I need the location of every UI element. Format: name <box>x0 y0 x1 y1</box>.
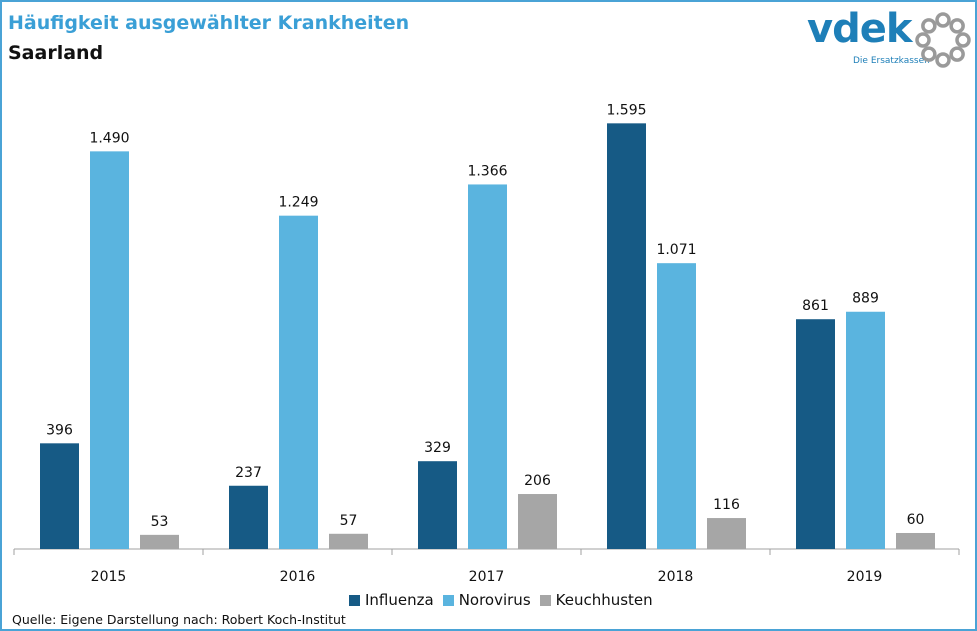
data-label: 116 <box>713 497 740 513</box>
bar-norovirus-2015 <box>90 151 129 549</box>
data-label: 1.249 <box>278 195 318 211</box>
chart-subtitle: Saarland <box>8 42 104 64</box>
logo-wordmark: vdek <box>807 6 912 52</box>
logo-tagline: Die Ersatzkassen <box>853 56 930 66</box>
bar-keuchhusten-2017 <box>518 494 557 549</box>
bar-keuchhusten-2016 <box>329 533 368 549</box>
data-label: 206 <box>524 473 551 489</box>
bar-keuchhusten-2018 <box>707 518 746 549</box>
legend: Influenza Norovirus Keuchhusten <box>349 591 662 609</box>
x-tick-label: 2019 <box>847 569 883 585</box>
data-label: 237 <box>235 465 262 481</box>
vdek-logo: vdek Die Ersatzkassen <box>807 6 972 70</box>
legend-label: Norovirus <box>458 591 531 609</box>
bar-influenza-2018 <box>607 123 646 549</box>
logo-ring-dot <box>921 18 937 34</box>
source-note: Quelle: Eigene Darstellung nach: Robert … <box>12 612 346 627</box>
data-label: 1.595 <box>606 102 646 118</box>
logo-ring-dot <box>935 12 951 28</box>
bar-influenza-2016 <box>229 485 268 549</box>
legend-item-keuchhusten: Keuchhusten <box>539 591 653 609</box>
bar-norovirus-2019 <box>846 311 885 549</box>
data-label: 889 <box>852 291 879 307</box>
data-label: 1.490 <box>89 130 129 146</box>
logo-ring-dot <box>949 46 965 62</box>
data-label: 861 <box>802 298 829 314</box>
legend-swatch <box>442 594 454 606</box>
logo-ring-dot <box>915 32 931 48</box>
bar-keuchhusten-2019 <box>896 532 935 549</box>
bar-norovirus-2016 <box>279 215 318 549</box>
legend-swatch <box>539 594 551 606</box>
bar-keuchhusten-2015 <box>140 534 179 549</box>
x-tick-label: 2017 <box>469 569 505 585</box>
logo-ring-dot <box>921 46 937 62</box>
logo-ring-icon <box>915 12 971 68</box>
data-label: 1.071 <box>656 242 696 258</box>
legend-label: Influenza <box>365 591 434 609</box>
x-tick-label: 2018 <box>658 569 694 585</box>
bar-influenza-2015 <box>40 443 79 549</box>
data-label: 1.366 <box>467 163 507 179</box>
data-label: 60 <box>907 512 925 528</box>
bar-norovirus-2018 <box>657 263 696 549</box>
logo-ring-dot <box>955 32 971 48</box>
bar-influenza-2019 <box>796 319 835 549</box>
logo-ring-dot <box>935 52 951 68</box>
legend-item-influenza: Influenza <box>349 591 434 609</box>
legend-item-norovirus: Norovirus <box>442 591 531 609</box>
logo-ring-dot <box>949 18 965 34</box>
data-label: 57 <box>340 513 358 529</box>
data-label: 396 <box>46 422 73 438</box>
bar-norovirus-2017 <box>468 184 507 550</box>
data-label: 329 <box>424 440 451 456</box>
bar-influenza-2017 <box>418 461 457 549</box>
legend-swatch <box>349 594 360 606</box>
data-label: 53 <box>151 514 169 530</box>
chart-title: Häufigkeit ausgewählter Krankheiten <box>8 12 410 34</box>
x-tick-label: 2016 <box>280 569 316 585</box>
legend-label: Keuchhusten <box>555 591 653 609</box>
x-tick-label: 2015 <box>91 569 127 585</box>
